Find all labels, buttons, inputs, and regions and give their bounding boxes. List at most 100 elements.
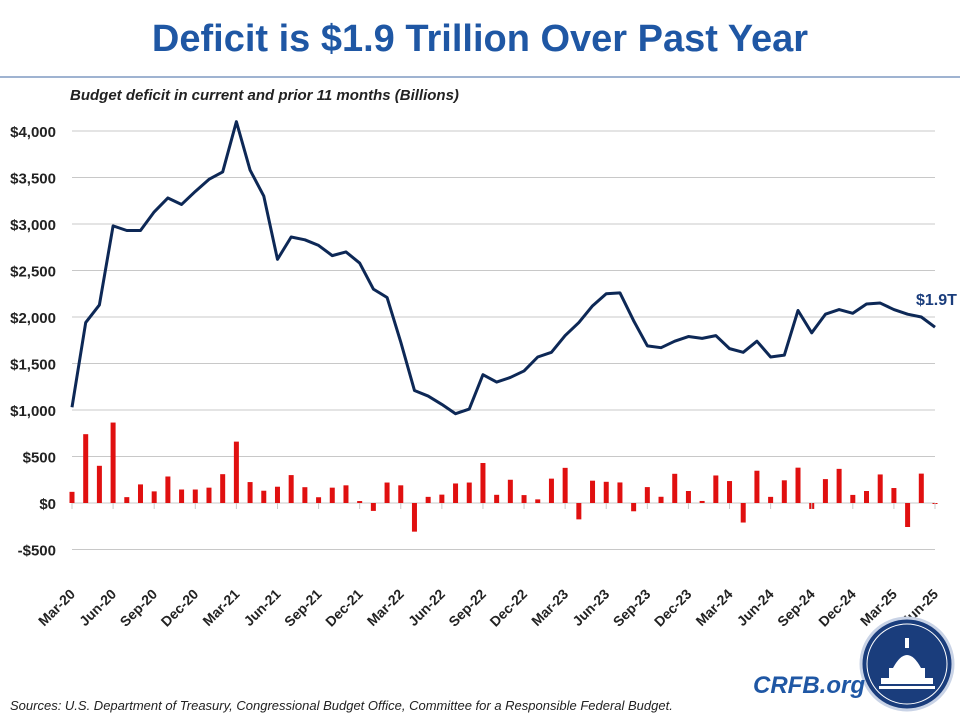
y-tick-label: $2,500 (10, 264, 56, 281)
bar (631, 503, 637, 512)
y-tick-label: $0 (39, 496, 56, 513)
bar (562, 467, 568, 503)
bar (69, 491, 75, 503)
x-tick-label: Jun-21 (240, 586, 283, 629)
bar (302, 487, 308, 503)
y-tick-label: $3,000 (10, 217, 56, 234)
y-tick-label: $1,500 (10, 357, 56, 374)
bar (110, 422, 116, 503)
bar (617, 482, 623, 503)
bar (877, 474, 883, 503)
bar (466, 482, 472, 503)
bar (453, 483, 459, 503)
bar (768, 496, 774, 503)
chart-subtitle: Budget deficit in current and prior 11 m… (70, 87, 459, 104)
bar (192, 489, 198, 503)
x-tick-label: Sep-20 (117, 586, 161, 630)
x-tick-label: Sep-22 (445, 586, 489, 630)
bar (151, 491, 157, 503)
bar (411, 503, 417, 532)
bar (590, 480, 596, 503)
x-tick-label: Sep-21 (281, 586, 325, 630)
bar (658, 496, 664, 503)
bar (357, 501, 363, 503)
bar (918, 473, 924, 503)
bar (576, 503, 582, 520)
bar (507, 479, 513, 503)
x-tick-label: Jun-24 (734, 586, 777, 629)
bar (535, 499, 541, 503)
deficit-line (70, 120, 936, 416)
sources-note: Sources: U.S. Department of Treasury, Co… (10, 698, 673, 713)
bar (316, 497, 322, 503)
bar (822, 479, 828, 503)
y-tick-label: $2,000 (10, 310, 56, 327)
bar (370, 503, 376, 511)
bar (754, 470, 760, 503)
x-tick-label: Mar-21 (199, 586, 242, 629)
bar (603, 481, 609, 503)
bar (644, 487, 650, 503)
x-tick-label: Jun-22 (405, 586, 448, 629)
bar (179, 489, 185, 503)
x-tick-label: Dec-22 (486, 586, 530, 630)
x-tick-label: Dec-24 (815, 586, 859, 630)
y-tick-label: -$500 (18, 543, 56, 560)
x-tick-label: Sep-23 (610, 586, 654, 630)
bar (137, 484, 143, 503)
y-tick-label: $500 (23, 450, 56, 467)
bar (247, 482, 253, 503)
bar (494, 494, 500, 503)
bar (480, 463, 486, 503)
bar (795, 467, 801, 503)
bar (233, 441, 239, 503)
end-annotation: $1.9T (916, 292, 957, 309)
bar (124, 497, 130, 503)
x-tick-label: Dec-21 (322, 586, 366, 630)
x-tick-label: Dec-23 (651, 586, 695, 630)
bar (261, 490, 267, 503)
x-tick-label: Mar-22 (364, 586, 407, 629)
bar (521, 495, 527, 503)
bar (439, 494, 445, 503)
bar (836, 468, 842, 503)
bar (425, 496, 431, 503)
bar (685, 491, 691, 503)
bar (850, 494, 856, 503)
bar (288, 475, 294, 503)
x-tick-label: Mar-23 (528, 586, 571, 629)
bar (343, 485, 349, 503)
y-tick-label: $3,500 (10, 171, 56, 188)
capitol-dome-seal-icon (859, 616, 955, 712)
bar (672, 473, 678, 503)
bar (699, 500, 705, 503)
bar (864, 491, 870, 503)
bar (274, 486, 280, 503)
x-tick-label: Jun-20 (76, 586, 119, 629)
x-tick-label: Dec-20 (158, 586, 202, 630)
bar (384, 482, 390, 503)
page-title: Deficit is $1.9 Trillion Over Past Year (151, 18, 809, 60)
y-tick-label: $4,000 (10, 124, 56, 141)
title-divider (0, 76, 960, 78)
bar (781, 480, 787, 503)
bar (165, 476, 171, 503)
bar (206, 487, 212, 503)
bar (96, 465, 102, 503)
bar (220, 474, 226, 503)
brand-name: CRFB.org (753, 672, 865, 699)
y-tick-label: $1,000 (10, 403, 56, 420)
x-tick-label: Jun-23 (569, 586, 612, 629)
x-tick-label: Sep-24 (774, 586, 818, 630)
bar (713, 475, 719, 503)
bar (329, 487, 335, 503)
bar (398, 485, 404, 503)
bar (891, 488, 897, 503)
bar (548, 478, 554, 503)
bar (740, 503, 746, 523)
x-tick-label: Mar-24 (692, 586, 735, 629)
bar (83, 434, 89, 503)
bar (727, 481, 733, 503)
